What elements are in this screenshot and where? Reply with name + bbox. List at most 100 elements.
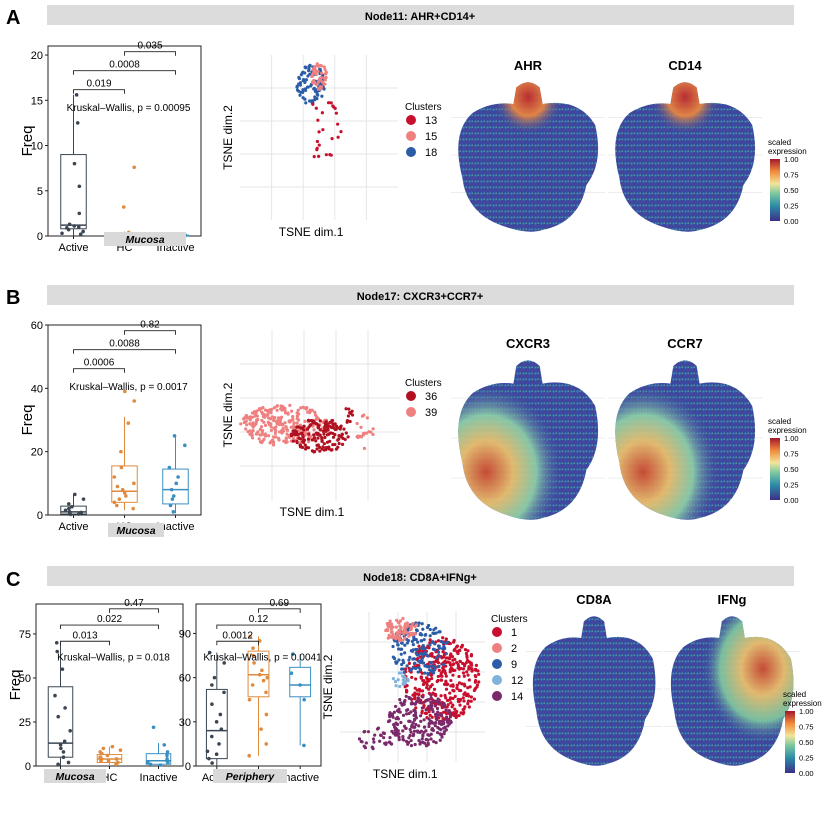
data-point [65,226,69,230]
cluster-point [323,423,327,427]
cluster-point [432,687,437,691]
cluster-point [460,682,464,686]
cluster-point [291,436,296,440]
cluster-point [429,700,433,705]
cluster-point [314,106,318,110]
cluster-point [446,724,450,728]
cluster-point [449,678,453,683]
cluster-point [463,705,467,709]
y-tick-label: 5 [37,186,43,198]
legend-swatch [492,659,502,669]
cluster-point [254,411,258,415]
expression-hotspot [615,360,756,520]
cluster-point [277,416,281,420]
legend-swatch [492,643,502,653]
data-point [60,667,65,671]
cluster-point [443,705,447,709]
cluster-point [420,656,425,660]
y-tick-label: 50 [19,673,31,685]
cluster-point [391,644,395,649]
cluster-point [424,744,429,748]
data-point [218,712,223,717]
y-tick-label: 40 [31,383,43,395]
cluster-point [315,139,320,144]
cluster-point [331,443,335,447]
colorbar-tick: 0.00 [784,496,799,505]
cluster-point [326,428,330,432]
cluster-point [372,740,376,744]
cluster-point [260,410,264,414]
significance-bracket [109,608,159,613]
cluster-point [378,739,382,743]
y-axis-label: Freq [19,405,36,436]
cluster-point [448,713,453,717]
data-point [63,508,68,513]
cluster-point [292,421,296,425]
cluster-point [404,688,409,692]
cluster-point [421,661,426,665]
legend-title: Clusters [405,102,442,113]
cluster-point [466,649,470,653]
y-tick-label: 60 [179,673,191,685]
cluster-point [297,75,301,80]
cluster-point [430,664,434,668]
cluster-point [311,102,315,106]
data-point [101,746,106,751]
cluster-point [472,697,477,701]
cluster-point [389,627,393,631]
cluster-point [402,738,406,742]
cluster-point [458,703,462,707]
cluster-point [401,681,405,685]
data-point [58,743,63,747]
cluster-point [477,672,481,676]
cluster-point [284,436,288,440]
data-point [259,727,263,731]
cluster-point [428,638,432,642]
cluster-point [267,416,271,420]
cluster-point [456,697,460,702]
cluster-point [356,434,360,438]
cluster-point [406,742,410,746]
cluster-point [414,651,418,655]
cluster-point [475,685,479,689]
cluster-point [401,658,405,662]
cluster-point [314,73,318,77]
cluster-point [339,435,343,439]
cluster-point [418,632,423,636]
y-tick-label: 25 [19,717,31,729]
data-point [77,184,82,189]
colorbar-title-2: expression [768,426,807,435]
cluster-point [419,658,423,663]
cluster-point [323,82,327,86]
data-point [210,702,214,706]
cluster-point [417,644,421,648]
strip-background [104,232,186,246]
cluster-point [388,619,392,623]
cluster-point [301,440,306,445]
y-tick-label: 0 [25,761,31,773]
cluster-point [462,664,467,668]
boxplot-b-mucosa: 0204060FreqActiveHCInactive0.00060.00880… [19,320,202,537]
cluster-point [413,709,417,713]
cluster-point [281,407,286,411]
x-tick-label: Inactive [157,521,195,533]
expression-cloud [532,616,656,766]
legend-label: 14 [511,691,523,703]
cluster-point [426,654,431,658]
y-tick-label: 20 [31,447,43,459]
cluster-point [420,689,425,693]
cluster-point [429,696,433,700]
cluster-point [282,429,286,433]
cluster-point [423,646,427,651]
cluster-point [421,734,425,738]
cluster-point [330,137,334,141]
cluster-point [407,696,411,700]
cluster-point [423,671,427,675]
cluster-point [350,409,354,413]
legend-swatch [406,131,416,141]
tsne-x-label: TSNE dim.1 [280,505,345,519]
cluster-point [396,620,400,624]
panel-b-banner [47,285,794,305]
data-point [54,640,59,645]
cluster-point [416,692,420,696]
